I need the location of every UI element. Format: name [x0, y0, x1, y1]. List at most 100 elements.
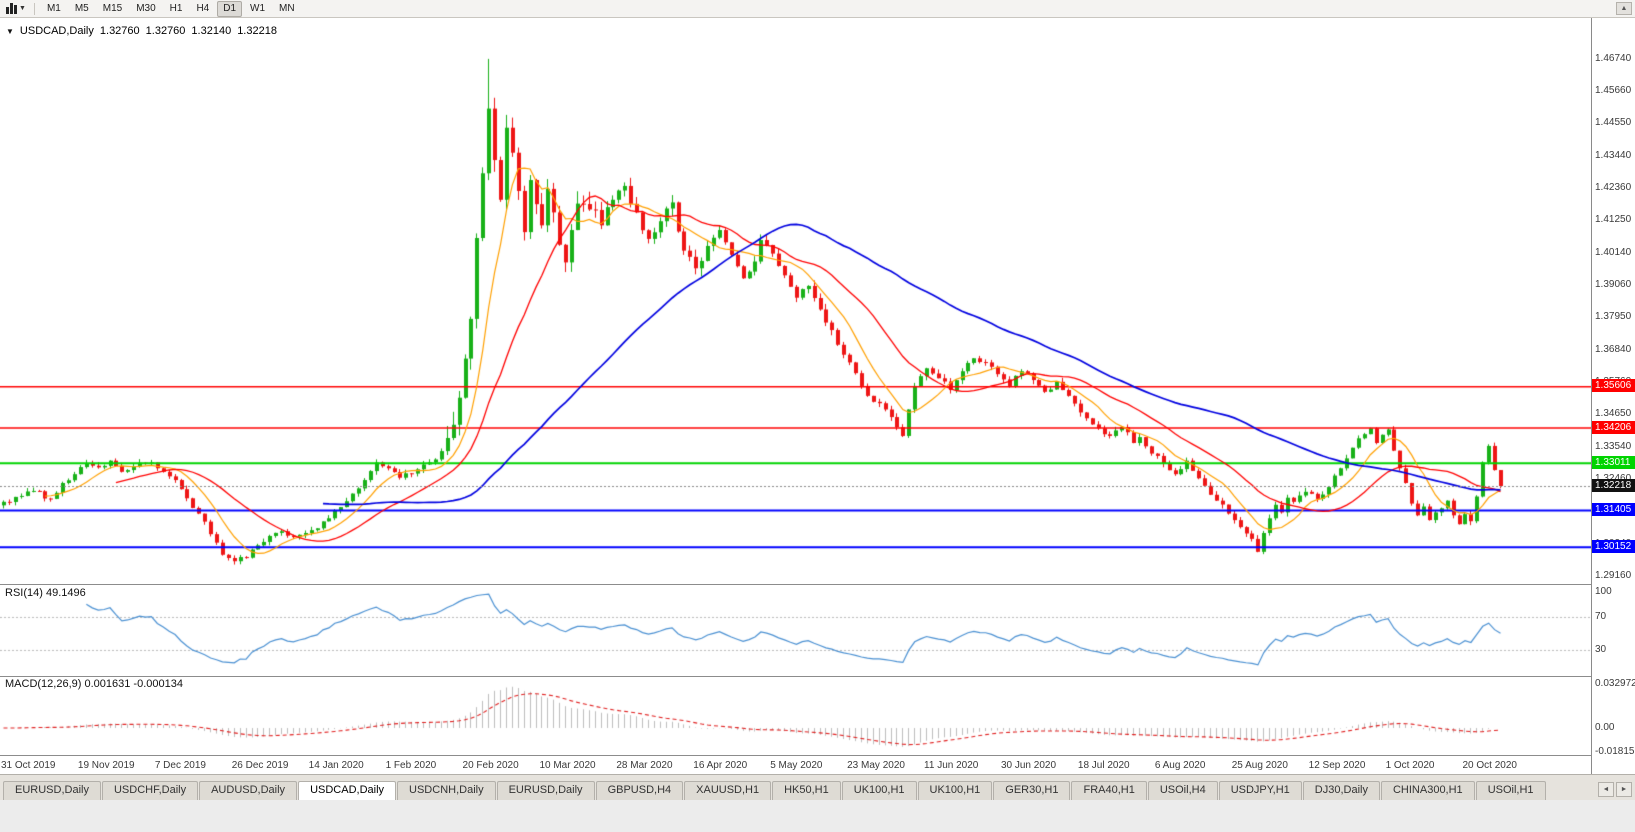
chart-tab-usoil-h1[interactable]: USOil,H1 [1475, 781, 1546, 800]
toolbar-separator [33, 2, 35, 15]
pane-resize-divider[interactable] [0, 676, 1635, 677]
price-axis-label: 1.37950 [1595, 311, 1632, 323]
timeframe-button-m30[interactable]: M30 [136, 2, 156, 14]
level-price-badge: 1.30152 [1592, 539, 1635, 553]
price-axis-label: 1.44550 [1595, 117, 1632, 129]
time-axis-label: 6 Aug 2020 [1154, 760, 1206, 771]
symbol-period-label: USDCAD,Daily [19, 25, 94, 37]
timeframe-group: M1 M5 M15 M30 H1 H4 D1 W1 MN [40, 0, 302, 17]
time-axis-label: 26 Dec 2019 [231, 760, 289, 771]
chart-tab-eurusd-daily[interactable]: EURUSD,Daily [3, 781, 101, 800]
collapse-indicator-icon[interactable]: ▼ [6, 26, 14, 36]
price-axis: 1.46740 1.45660 1.44550 1.43440 1.42360 1.412… [1591, 18, 1635, 774]
time-axis-label: 19 Nov 2019 [77, 760, 135, 771]
timeframe-button-w1[interactable]: W1 [250, 2, 266, 14]
level-price-badge: 1.31405 [1592, 502, 1635, 516]
time-axis-label: 30 Jun 2020 [1000, 760, 1057, 771]
tab-scroll-right-icon[interactable]: ► [1616, 782, 1632, 797]
chart-tab-gbpusd-h4[interactable]: GBPUSD,H4 [595, 781, 684, 800]
chart-tab-fra40-h1[interactable]: FRA40,H1 [1071, 781, 1147, 800]
low-value: 1.32140 [191, 25, 232, 37]
price-axis-label: 1.42360 [1595, 181, 1632, 193]
price-axis-label: 1.39060 [1595, 278, 1632, 290]
chart-tab-usdjpy-h1[interactable]: USDJPY,H1 [1218, 781, 1302, 800]
timeframe-button-m15[interactable]: M15 [102, 2, 123, 14]
price-axis-label: 1.34650 [1595, 408, 1632, 420]
rsi-indicator-label: RSI(14) 49.1496 [5, 587, 86, 599]
macd-axis-label: 0.00 [1595, 722, 1615, 733]
chart-tab-hk50-h1[interactable]: HK50,H1 [772, 781, 841, 800]
chart-tab-xauusd-h1[interactable]: XAUUSD,H1 [684, 781, 772, 800]
level-price-badge: 1.34206 [1592, 420, 1635, 434]
chart-tab-bar: EURUSD,Daily USDCHF,Daily AUDUSD,Daily USDC… [0, 774, 1635, 800]
chart-title: ▼ USDCAD,Daily 1.32760 1.32760 1.32140 1… [6, 25, 277, 37]
macd-axis-label: -0.01815 [1595, 746, 1635, 758]
time-axis: 31 Oct 2019 19 Nov 2019 7 Dec 2019 26 Dec 2… [0, 756, 1591, 774]
time-axis-label: 23 May 2020 [847, 760, 905, 771]
time-axis-label: 1 Feb 2020 [385, 760, 437, 771]
chart-tab-china300-h1[interactable]: CHINA300,H1 [1380, 781, 1475, 800]
time-axis-divider [0, 755, 1635, 756]
status-area [0, 800, 1635, 831]
time-axis-label: 31 Oct 2019 [1, 760, 56, 771]
chart-tab-usdchf-daily[interactable]: USDCHF,Daily [101, 781, 199, 800]
time-axis-label: 14 Jan 2020 [308, 760, 364, 771]
current-price-badge: 1.32218 [1592, 479, 1635, 492]
time-axis-label: 25 Aug 2020 [1231, 760, 1288, 771]
toolbar: ▼ M1 M5 M15 M30 H1 H4 D1 W1 MN ▲ [0, 0, 1635, 18]
chart-tab-usdcad-daily[interactable]: USDCAD,Daily [298, 781, 397, 800]
time-axis-label: 7 Dec 2019 [154, 760, 206, 771]
timeframe-button-m1[interactable]: M1 [46, 2, 61, 14]
timeframe-button-mn[interactable]: MN [279, 2, 295, 14]
time-axis-label: 5 May 2020 [770, 760, 823, 771]
chart-tab-uk100-h1[interactable]: UK100,H1 [841, 781, 917, 800]
macd-indicator-label: MACD(12,26,9) 0.001631 -0.000134 [5, 678, 183, 690]
chart-type-dropdown-icon[interactable]: ▼ [19, 5, 26, 12]
chart-type-icon[interactable] [6, 3, 17, 14]
price-axis-label: 1.40140 [1595, 247, 1632, 258]
level-price-badge: 1.35606 [1592, 379, 1635, 393]
chart-area: ▼ USDCAD,Daily 1.32760 1.32760 1.32140 1… [0, 18, 1635, 774]
time-axis-label: 16 Apr 2020 [693, 760, 748, 771]
open-value: 1.32760 [99, 25, 140, 37]
rsi-axis-label: 30 [1595, 643, 1607, 655]
price-axis-label: 1.29160 [1595, 569, 1632, 581]
chart-tab-uk100-h1[interactable]: UK100,H1 [917, 781, 993, 800]
chart-canvas[interactable] [0, 18, 1591, 774]
timeframe-button-h4[interactable]: H4 [196, 2, 210, 14]
rsi-axis-label: 100 [1595, 586, 1612, 598]
timeframe-button-m5[interactable]: M5 [74, 2, 89, 14]
time-axis-label: 12 Sep 2020 [1308, 760, 1366, 771]
macd-axis-label: 0.032972 [1595, 678, 1635, 690]
time-axis-label: 10 Mar 2020 [539, 760, 596, 771]
time-axis-label: 28 Mar 2020 [616, 760, 673, 771]
chart-tab-eurusd-daily[interactable]: EURUSD,Daily [496, 781, 595, 800]
tab-scroll-left-icon[interactable]: ◄ [1598, 782, 1614, 797]
price-axis-label: 1.45660 [1595, 84, 1632, 96]
scroll-up-button[interactable]: ▲ [1616, 2, 1632, 15]
time-axis-label: 20 Oct 2020 [1462, 760, 1517, 771]
time-axis-label: 18 Jul 2020 [1077, 760, 1130, 771]
chart-tab-ger30-h1[interactable]: GER30,H1 [993, 781, 1071, 800]
chart-tab-dj30-daily[interactable]: DJ30,Daily [1302, 781, 1380, 800]
price-axis-label: 1.36840 [1595, 344, 1632, 356]
time-axis-label: 11 Jun 2020 [924, 760, 979, 771]
tab-scroll-arrows: ◄ ► [1598, 782, 1632, 800]
chart-tab-usoil-h4[interactable]: USOil,H4 [1147, 781, 1218, 800]
timeframe-button-h1[interactable]: H1 [169, 2, 183, 14]
chart-tabs: EURUSD,Daily USDCHF,Daily AUDUSD,Daily USDC… [3, 781, 1547, 800]
price-axis-label: 1.41250 [1595, 214, 1632, 226]
price-axis-label: 1.33540 [1595, 441, 1632, 453]
price-axis-label: 1.32460 [1595, 473, 1631, 484]
price-axis-label: 1.43440 [1595, 149, 1632, 161]
pane-resize-divider[interactable] [0, 584, 1635, 585]
chart-tab-usdcnh-daily[interactable]: USDCNH,Daily [397, 781, 496, 800]
time-axis-label: 1 Oct 2020 [1385, 760, 1435, 771]
rsi-axis-label: 70 [1595, 610, 1607, 622]
timeframe-button-d1[interactable]: D1 [217, 0, 243, 17]
chart-tab-audusd-daily[interactable]: AUDUSD,Daily [199, 781, 298, 800]
time-axis-label: 20 Feb 2020 [462, 760, 519, 771]
price-axis-label: 1.46740 [1595, 52, 1632, 64]
level-price-badge: 1.33011 [1592, 455, 1635, 469]
